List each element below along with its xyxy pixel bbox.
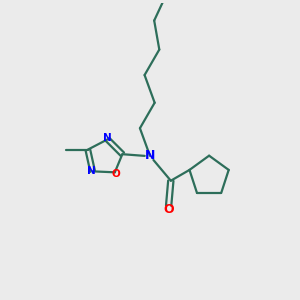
Text: O: O bbox=[163, 203, 174, 216]
Text: N: N bbox=[87, 166, 95, 176]
Text: N: N bbox=[103, 133, 112, 143]
Text: O: O bbox=[111, 169, 120, 179]
Text: N: N bbox=[145, 149, 155, 162]
